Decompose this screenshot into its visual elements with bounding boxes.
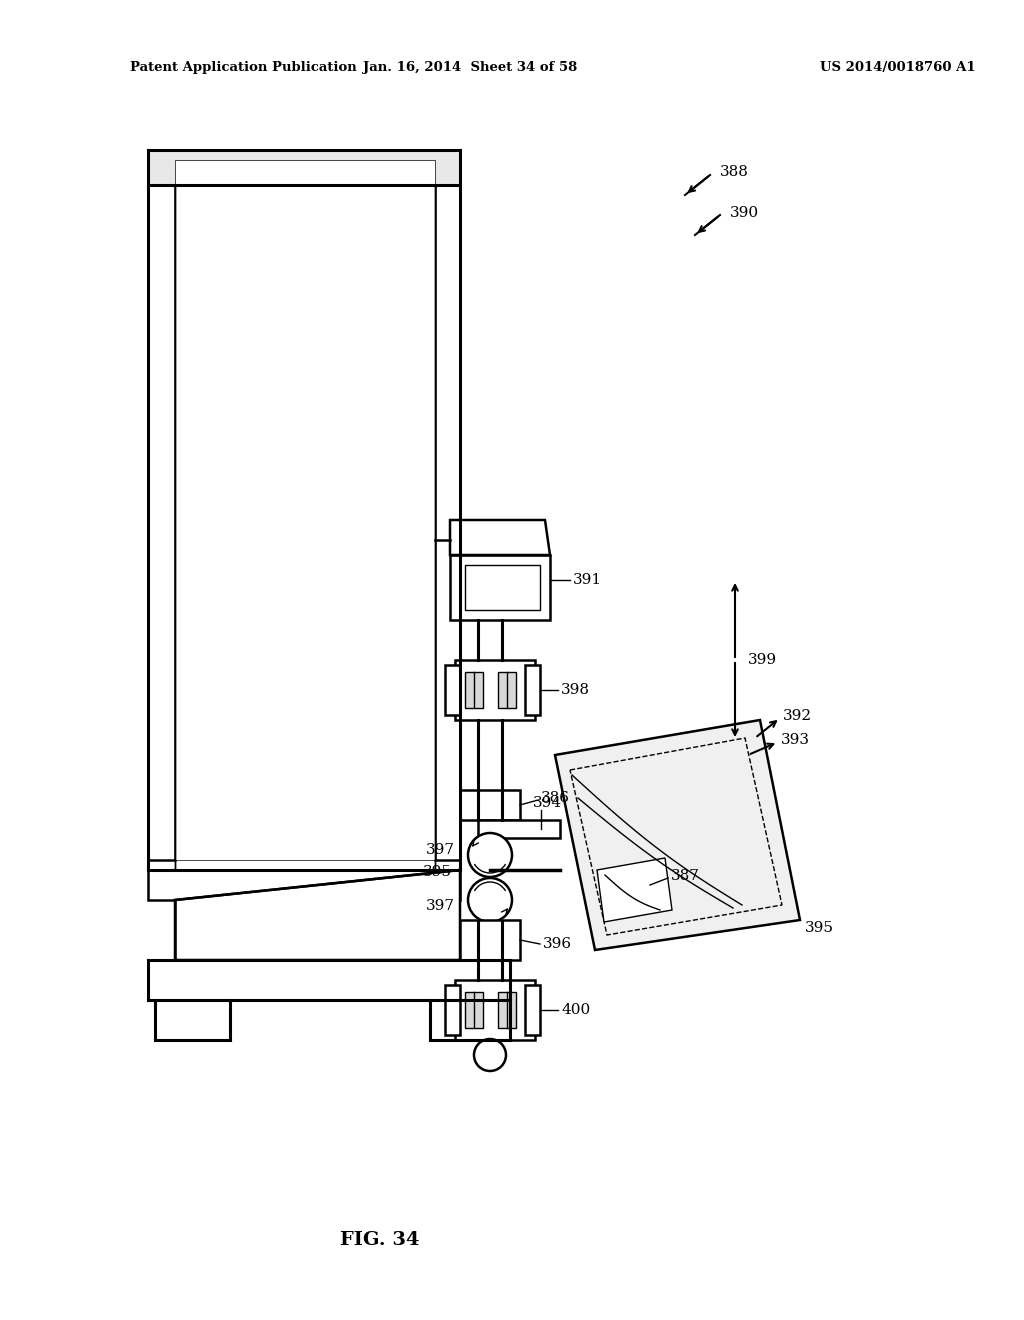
Text: 400: 400 bbox=[561, 1003, 590, 1016]
Polygon shape bbox=[450, 554, 550, 620]
Polygon shape bbox=[175, 870, 460, 960]
Circle shape bbox=[468, 833, 512, 876]
Bar bbox=[175, 160, 435, 861]
Polygon shape bbox=[155, 1001, 230, 1040]
Polygon shape bbox=[465, 565, 540, 610]
Text: 386: 386 bbox=[541, 791, 570, 805]
Polygon shape bbox=[148, 160, 175, 861]
Polygon shape bbox=[455, 979, 535, 1040]
Polygon shape bbox=[445, 985, 460, 1035]
Text: FIG. 34: FIG. 34 bbox=[340, 1232, 420, 1249]
Polygon shape bbox=[478, 820, 560, 838]
Polygon shape bbox=[555, 719, 800, 950]
Polygon shape bbox=[460, 789, 520, 820]
Polygon shape bbox=[455, 660, 535, 719]
Text: 396: 396 bbox=[543, 937, 572, 950]
Text: 398: 398 bbox=[561, 682, 590, 697]
Bar bbox=[498, 672, 516, 708]
Text: Jan. 16, 2014  Sheet 34 of 58: Jan. 16, 2014 Sheet 34 of 58 bbox=[362, 62, 578, 74]
Text: 392: 392 bbox=[783, 709, 812, 723]
Circle shape bbox=[474, 1039, 506, 1071]
Text: 397: 397 bbox=[426, 899, 455, 913]
Circle shape bbox=[468, 878, 512, 921]
Text: 394: 394 bbox=[534, 796, 562, 810]
Text: 395: 395 bbox=[423, 865, 452, 879]
Text: 388: 388 bbox=[720, 165, 749, 180]
Text: Patent Application Publication: Patent Application Publication bbox=[130, 62, 356, 74]
Polygon shape bbox=[460, 920, 520, 960]
Text: 391: 391 bbox=[573, 573, 602, 587]
Text: 387: 387 bbox=[671, 869, 699, 883]
Polygon shape bbox=[435, 160, 460, 861]
Polygon shape bbox=[525, 665, 540, 715]
Polygon shape bbox=[148, 960, 510, 1001]
Polygon shape bbox=[430, 1001, 510, 1040]
Text: 395: 395 bbox=[805, 921, 834, 935]
Bar bbox=[498, 993, 516, 1028]
Polygon shape bbox=[597, 858, 672, 921]
Polygon shape bbox=[148, 870, 460, 900]
Text: 399: 399 bbox=[748, 653, 777, 667]
Polygon shape bbox=[148, 150, 460, 185]
Polygon shape bbox=[525, 985, 540, 1035]
Polygon shape bbox=[445, 665, 460, 715]
Text: 393: 393 bbox=[781, 733, 810, 747]
Text: US 2014/0018760 A1: US 2014/0018760 A1 bbox=[820, 62, 976, 74]
Bar bbox=[465, 672, 483, 708]
Text: 390: 390 bbox=[730, 206, 759, 220]
Bar bbox=[465, 993, 483, 1028]
Polygon shape bbox=[450, 520, 550, 554]
Text: 397: 397 bbox=[426, 843, 455, 857]
